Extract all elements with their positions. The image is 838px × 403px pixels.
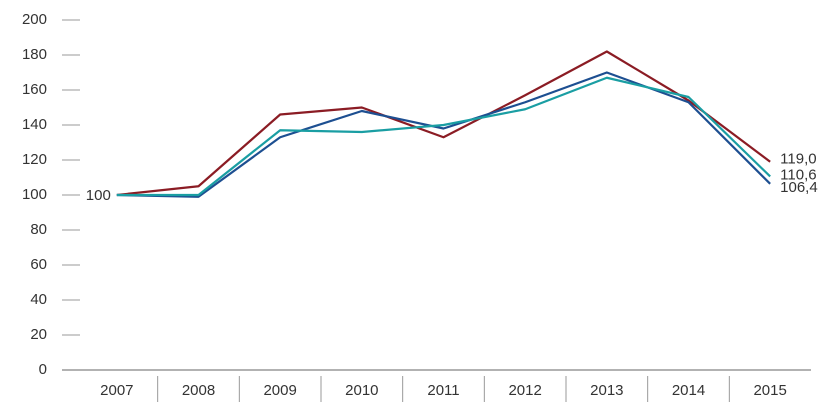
x-tick-label: 2012	[508, 382, 541, 399]
value-label: 100	[86, 187, 111, 204]
x-tick-label: 2008	[182, 382, 215, 399]
y-tick-label: 200	[22, 11, 47, 28]
x-tick-label: 2015	[753, 382, 786, 399]
y-tick-label: 60	[30, 256, 47, 273]
line-series	[116, 76, 771, 197]
x-tick-label: 2007	[100, 382, 133, 399]
y-tick-label: 180	[22, 46, 47, 63]
line-series	[116, 71, 771, 198]
y-tick-label: 20	[30, 326, 47, 343]
y-tick-label: 140	[22, 116, 47, 133]
y-tick-label: 0	[39, 361, 47, 378]
y-tick-label: 40	[30, 291, 47, 308]
y-tick-label: 160	[22, 81, 47, 98]
value-label: 119,0	[780, 151, 816, 168]
value-label: 110,6	[780, 166, 816, 183]
x-tick-label: 2013	[590, 382, 623, 399]
line-series	[116, 50, 771, 197]
x-tick-label: 2014	[672, 382, 705, 399]
x-tick-label: 2010	[345, 382, 378, 399]
y-tick-label: 80	[30, 221, 47, 238]
y-tick-label: 100	[22, 186, 47, 203]
x-tick-label: 2011	[427, 382, 459, 399]
value-label: 106,4	[780, 179, 818, 196]
y-tick-label: 120	[22, 151, 47, 168]
x-tick-label: 2009	[263, 382, 296, 399]
